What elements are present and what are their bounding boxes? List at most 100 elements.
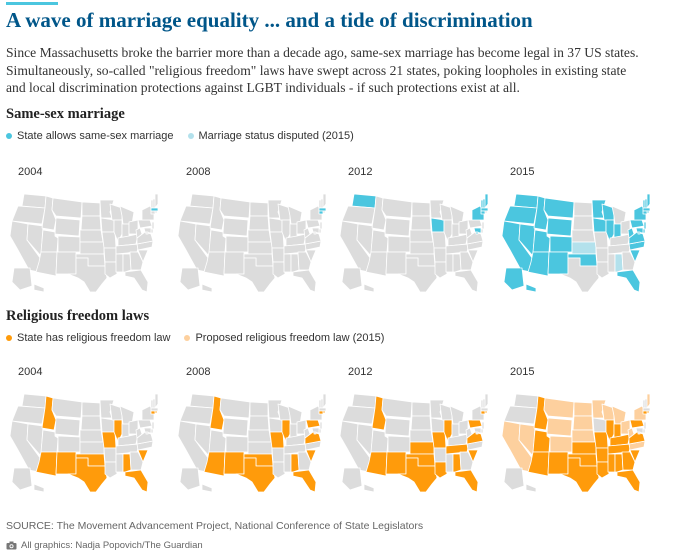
state-wy — [546, 417, 573, 437]
state-ga — [459, 451, 474, 471]
us-map — [501, 193, 651, 293]
map-year-label: 2012 — [348, 166, 373, 178]
state-pa — [629, 419, 645, 429]
state-hi — [33, 483, 45, 493]
state-tx — [235, 457, 276, 493]
state-nm — [223, 251, 245, 275]
state-wv — [135, 227, 143, 239]
state-pa — [305, 219, 321, 229]
state-la — [596, 461, 610, 479]
state-ct — [480, 210, 486, 215]
state-nm — [547, 251, 569, 275]
state-ar — [595, 447, 609, 463]
state-sd — [80, 415, 102, 431]
state-ar — [103, 447, 117, 463]
state-or — [179, 205, 214, 225]
state-ks — [571, 441, 597, 455]
state-sc — [305, 249, 317, 263]
state-al — [452, 453, 462, 473]
state-me — [322, 193, 327, 209]
state-nd — [81, 401, 101, 417]
legend-item-proposed: Proposed religious freedom law (2015) — [184, 332, 384, 344]
state-nj — [643, 421, 647, 430]
legend-item-disputed: Marriage status disputed (2015) — [187, 130, 354, 142]
state-or — [341, 405, 376, 425]
state-az — [527, 251, 550, 277]
state-az — [203, 251, 226, 277]
state-sc — [629, 249, 641, 263]
state-ks — [247, 441, 273, 455]
state-ct — [480, 410, 486, 415]
state-ar — [271, 447, 285, 463]
page-subtitle: Since Massachusetts broke the barrier mo… — [6, 45, 639, 95]
state-hi — [363, 483, 375, 493]
state-az — [203, 451, 226, 477]
state-tx — [397, 257, 438, 293]
us-map — [9, 393, 159, 493]
state-ne — [571, 229, 596, 243]
state-ks — [79, 441, 105, 455]
legend-label-has-law: State has religious freedom law — [17, 332, 171, 344]
legend-dot-icon — [6, 335, 12, 341]
state-wy — [222, 417, 249, 437]
state-wy — [384, 417, 411, 437]
state-wv — [465, 427, 473, 439]
map-year-label: 2015 — [510, 366, 535, 378]
state-me — [484, 393, 489, 409]
state-co — [387, 235, 411, 253]
state-ms — [445, 253, 454, 273]
state-or — [341, 205, 376, 225]
state-dc — [475, 231, 479, 235]
state-pa — [629, 219, 645, 229]
state-or — [503, 405, 538, 425]
state-ak — [341, 267, 363, 291]
state-mt — [543, 397, 575, 419]
state-az — [365, 251, 388, 277]
state-mt — [381, 197, 413, 219]
state-ak — [341, 467, 363, 491]
state-mt — [219, 197, 251, 219]
state-nm — [55, 251, 77, 275]
state-nj — [481, 221, 485, 230]
state-wy — [546, 217, 573, 237]
state-nm — [223, 451, 245, 475]
state-al — [614, 453, 624, 473]
state-wa — [189, 393, 215, 409]
state-ks — [571, 241, 597, 255]
state-wy — [222, 217, 249, 237]
state-ar — [433, 247, 447, 263]
state-co — [387, 435, 411, 453]
state-hi — [201, 283, 213, 293]
state-mt — [219, 397, 251, 419]
state-wa — [21, 193, 47, 209]
maps-row-marriage: 2004 2008 2012 2015 — [6, 166, 662, 298]
state-ak — [179, 267, 201, 291]
state-la — [272, 461, 286, 479]
state-al — [122, 253, 132, 273]
state-wa — [189, 193, 215, 209]
state-wv — [303, 227, 311, 239]
map-year-label: 2004 — [18, 366, 43, 378]
state-ks — [79, 241, 105, 255]
state-sc — [467, 449, 479, 463]
state-hi — [525, 283, 537, 293]
state-nd — [81, 201, 101, 217]
state-or — [503, 205, 538, 225]
state-al — [452, 253, 462, 273]
state-ak — [503, 467, 525, 491]
maps-row-religious: 2004 2008 2012 2015 — [6, 366, 662, 498]
state-wa — [513, 393, 539, 409]
state-tx — [67, 457, 108, 493]
state-fl — [616, 469, 641, 493]
state-wy — [54, 417, 81, 437]
state-ks — [409, 441, 435, 455]
state-or — [11, 405, 46, 425]
accent-bar — [6, 2, 58, 5]
state-me — [154, 193, 159, 209]
state-al — [614, 253, 624, 273]
state-fl — [616, 269, 641, 293]
state-ks — [409, 241, 435, 255]
state-ma — [150, 407, 159, 412]
state-nj — [319, 421, 323, 430]
